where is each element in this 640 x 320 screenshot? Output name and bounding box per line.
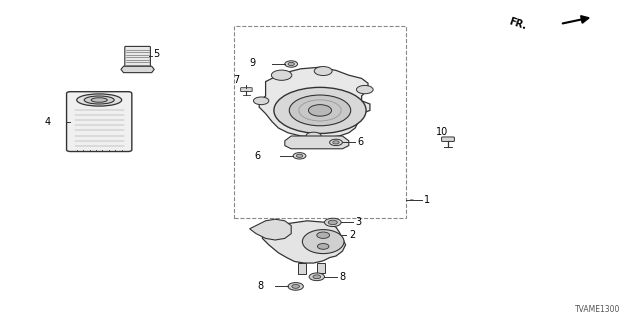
Ellipse shape <box>77 94 122 106</box>
Circle shape <box>309 273 324 281</box>
Text: 8: 8 <box>339 272 346 282</box>
Polygon shape <box>250 219 291 240</box>
Circle shape <box>296 154 303 157</box>
Text: 6: 6 <box>255 151 261 161</box>
Ellipse shape <box>302 230 344 253</box>
Circle shape <box>330 139 342 146</box>
Circle shape <box>288 62 294 66</box>
Circle shape <box>293 153 306 159</box>
Text: TVAME1300: TVAME1300 <box>575 305 621 314</box>
Circle shape <box>271 70 292 80</box>
Text: 1: 1 <box>424 195 431 205</box>
Circle shape <box>289 95 351 126</box>
Polygon shape <box>317 263 325 273</box>
FancyBboxPatch shape <box>241 88 252 92</box>
Circle shape <box>314 67 332 76</box>
Text: 8: 8 <box>257 281 264 292</box>
Text: 5: 5 <box>154 49 160 60</box>
Polygon shape <box>262 221 346 263</box>
Polygon shape <box>259 67 370 138</box>
Text: 10: 10 <box>435 127 448 137</box>
Circle shape <box>285 61 298 67</box>
Text: 3: 3 <box>355 217 362 228</box>
Circle shape <box>292 284 300 288</box>
Circle shape <box>324 218 341 227</box>
Circle shape <box>253 97 269 105</box>
Text: 2: 2 <box>349 230 355 240</box>
Circle shape <box>306 132 321 140</box>
Circle shape <box>308 105 332 116</box>
Text: 4: 4 <box>45 116 51 127</box>
Circle shape <box>288 283 303 290</box>
Circle shape <box>274 87 366 133</box>
Text: 9: 9 <box>250 58 256 68</box>
Polygon shape <box>298 263 306 274</box>
FancyBboxPatch shape <box>67 92 132 152</box>
Circle shape <box>333 141 339 144</box>
Circle shape <box>313 275 321 279</box>
Circle shape <box>317 244 329 249</box>
Polygon shape <box>121 66 154 73</box>
Text: FR.: FR. <box>508 16 528 32</box>
Circle shape <box>356 85 373 94</box>
FancyBboxPatch shape <box>442 137 454 141</box>
Ellipse shape <box>84 96 114 104</box>
Ellipse shape <box>91 98 108 102</box>
Text: 7: 7 <box>234 75 240 85</box>
FancyBboxPatch shape <box>125 46 150 67</box>
Bar <box>234 26 406 218</box>
Text: 6: 6 <box>357 137 364 148</box>
Circle shape <box>317 232 330 238</box>
Circle shape <box>328 220 337 225</box>
Polygon shape <box>285 136 349 149</box>
